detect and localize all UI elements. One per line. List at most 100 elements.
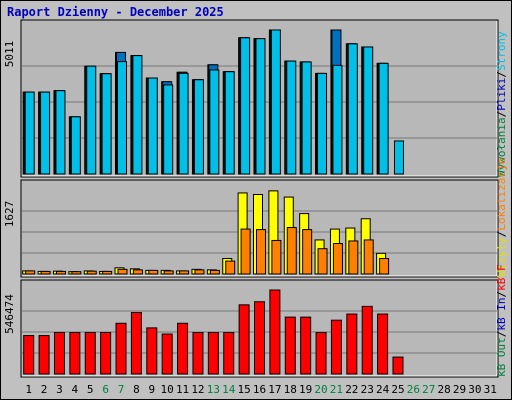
side-legend-part: / [495, 71, 508, 78]
bar-strony-day-1 [24, 91, 35, 175]
side-legend-part: Strony [495, 31, 508, 71]
bar-strony-day-20 [317, 72, 328, 175]
panel-3: 546474 [3, 279, 499, 378]
bar-lokalizacje-day-17 [271, 239, 282, 275]
x-tick-label-25: 25 [391, 383, 404, 396]
panel-1: 5011 [3, 19, 499, 178]
x-tick-label-26: 26 [407, 383, 420, 396]
x-tick-label-11: 11 [176, 383, 189, 396]
bar-kb-f-day-11 [177, 322, 189, 375]
bar-kb-f-day-5 [84, 331, 96, 375]
bar-kb-f-day-21 [330, 319, 342, 375]
bar-strony-day-8 [132, 55, 143, 175]
bar-kb-f-day-16 [254, 301, 265, 375]
x-tick-label-31: 31 [484, 383, 497, 396]
bar-kb-f-day-19 [300, 316, 312, 375]
bar-strony-day-15 [240, 37, 251, 175]
bar-kb-f-day-20 [315, 331, 327, 375]
bar-kb-f-day-9 [146, 327, 158, 375]
side-legend-part: kB Out [495, 337, 508, 377]
x-tick-label-23: 23 [361, 383, 374, 396]
bar-kb-f-day-2 [38, 335, 50, 375]
bar-kb-f-day-3 [53, 331, 65, 375]
x-tick-label-4: 4 [72, 383, 79, 396]
x-tick-label-13: 13 [207, 383, 220, 396]
bar-strony-day-25 [393, 140, 404, 175]
bar-strony-day-18 [286, 60, 297, 175]
bar-lokalizacje-day-23 [363, 239, 374, 275]
x-tick-label-8: 8 [133, 383, 140, 396]
x-tick-label-9: 9 [148, 383, 155, 396]
bar-strony-day-22 [347, 43, 358, 175]
bar-strony-day-3 [55, 90, 66, 175]
x-tick-label-6: 6 [102, 383, 109, 396]
x-tick-label-5: 5 [87, 383, 94, 396]
bar-kb-f-day-12 [192, 331, 204, 375]
side-legend-top: Wywołania/Pliki/Strony [495, 31, 508, 177]
x-tick-label-10: 10 [161, 383, 174, 396]
bar-kb-f-day-4 [69, 331, 81, 375]
bar-kb-f-day-17 [269, 289, 281, 375]
bar-kb-f-day-14 [223, 331, 235, 375]
bar-lokalizacje-day-1 [25, 270, 36, 275]
bar-strony-day-12 [193, 79, 204, 175]
bar-lokalizacje-day-11 [179, 270, 190, 275]
bar-lokalizacje-day-15 [240, 228, 251, 275]
bar-strony-day-9 [147, 77, 158, 175]
bar-lokalizacje-day-3 [55, 270, 66, 275]
axis-max-label: 5011 [3, 41, 16, 68]
bar-lokalizacje-day-5 [86, 270, 97, 275]
bar-lokalizacje-day-16 [256, 229, 266, 275]
axis-max-label: 546474 [3, 294, 16, 334]
bar-lokalizacje-day-24 [379, 258, 390, 275]
bar-strony-day-4 [70, 116, 81, 175]
bar-strony-day-10 [163, 84, 174, 175]
bar-lokalizacje-day-10 [163, 270, 174, 275]
bar-strony-day-21 [332, 64, 343, 175]
x-tick-label-3: 3 [56, 383, 63, 396]
x-tick-label-22: 22 [345, 383, 358, 396]
bar-strony-day-2 [40, 91, 51, 175]
x-tick-label-27: 27 [422, 383, 435, 396]
side-legend-part: Wizyty [495, 237, 508, 277]
bar-lokalizacje-day-2 [40, 270, 51, 275]
bar-lokalizacje-day-18 [286, 227, 297, 275]
x-tick-label-21: 21 [330, 383, 343, 396]
side-legend-part: Wywołania [495, 117, 508, 177]
x-tick-label-24: 24 [376, 383, 390, 396]
bar-kb-f-day-22 [346, 313, 358, 375]
bar-lokalizacje-day-6 [102, 270, 113, 275]
bar-strony-day-16 [255, 38, 266, 175]
x-tick-label-20: 20 [314, 383, 327, 396]
side-legend-part: Lokalizacje [495, 158, 508, 231]
bar-kb-f-day-6 [100, 331, 112, 375]
bar-strony-day-23 [363, 46, 374, 175]
bar-strony-day-11 [178, 72, 189, 175]
bar-lokalizacje-day-13 [209, 269, 220, 275]
bar-kb-f-day-18 [284, 316, 296, 375]
x-tick-label-28: 28 [438, 383, 451, 396]
x-tick-label-29: 29 [453, 383, 466, 396]
x-tick-label-17: 17 [268, 383, 281, 396]
bar-kb-f-day-15 [238, 304, 250, 375]
bar-kb-f-day-13 [207, 331, 219, 375]
x-tick-label-18: 18 [284, 383, 297, 396]
x-tick-label-14: 14 [222, 383, 236, 396]
side-legend-part: / [495, 111, 508, 118]
bar-lokalizacje-day-8 [132, 269, 143, 275]
x-tick-label-16: 16 [253, 383, 266, 396]
bar-strony-day-6 [101, 73, 112, 175]
bar-lokalizacje-day-12 [194, 269, 205, 275]
bar-kb-f-day-23 [361, 305, 373, 375]
bar-kb-f-day-10 [161, 333, 173, 375]
bar-lokalizacje-day-14 [225, 260, 236, 275]
bar-strony-day-19 [301, 61, 312, 175]
panel-2: 1627 [3, 179, 499, 278]
bar-kb-f-day-1 [23, 335, 35, 375]
bar-strony-day-17 [270, 29, 281, 175]
side-legend-bottom: kB Out/kB In/kB F [495, 264, 508, 377]
x-tick-label-19: 19 [299, 383, 312, 396]
side-legend-part: / [495, 231, 508, 238]
